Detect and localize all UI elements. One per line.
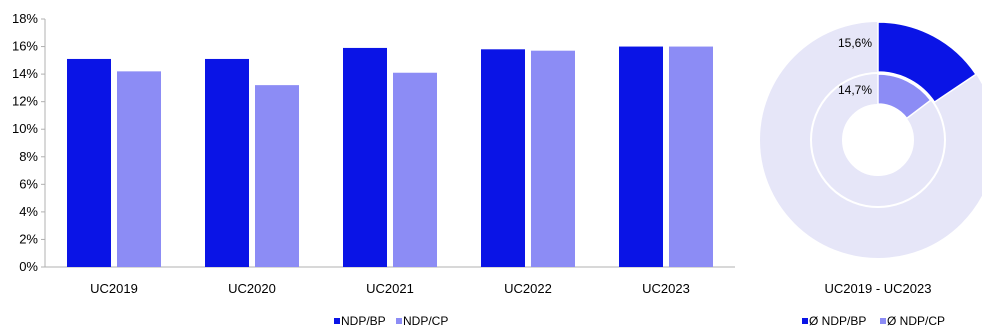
- legend-label-cp: NDP/CP: [403, 314, 448, 328]
- bar-bp: [619, 46, 663, 267]
- y-tick-label: 18%: [12, 11, 38, 26]
- legend-swatch-avg-cp: [880, 318, 886, 324]
- y-axis-ticks: 0% 2% 4% 6% 8% 10% 12% 14% 16% 18%: [12, 11, 45, 274]
- bar-chart: 0%2%4%6%8%10%12%14%16%18% UC2019 UC2020 UC…: [12, 11, 735, 296]
- y-tick-label: 2%: [19, 231, 38, 246]
- bar-cp: [531, 50, 575, 267]
- y-tick-label: 10%: [12, 121, 38, 136]
- y-tick-label: 6%: [19, 176, 38, 191]
- bar-legend: NDP/BP NDP/CP: [334, 314, 448, 328]
- x-axis-categories: UC2019 UC2020 UC2021 UC2022 UC2023: [90, 281, 690, 296]
- x-category-label: UC2022: [504, 281, 552, 296]
- bar-cp: [669, 46, 713, 267]
- legend-label-bp: NDP/BP: [341, 314, 386, 328]
- legend-swatch-avg-bp: [802, 318, 808, 324]
- donut-slice-avg-bp: [877, 21, 978, 104]
- y-tick-label: 8%: [19, 149, 38, 164]
- donut-chart: 15,6% 14,7%: [760, 21, 982, 258]
- x-category-label: UC2020: [228, 281, 276, 296]
- x-category-label: UC2023: [642, 281, 690, 296]
- legend-label-avg-cp: Ø NDP/CP: [887, 314, 945, 328]
- y-tick-label: 0%: [19, 259, 38, 274]
- x-category-label: UC2019: [90, 281, 138, 296]
- legend-label-avg-bp: Ø NDP/BP: [809, 314, 866, 328]
- bar-bp: [67, 58, 111, 268]
- donut-legend: Ø NDP/BP Ø NDP/CP: [802, 314, 945, 328]
- y-tick-label: 16%: [12, 39, 38, 54]
- y-tick-label: 4%: [19, 204, 38, 219]
- y-tick-label: 14%: [12, 66, 38, 81]
- bar-cp: [393, 72, 437, 267]
- donut-ring-separator: [810, 72, 946, 208]
- bar-cp: [117, 71, 161, 267]
- bars: [67, 46, 713, 268]
- donut-xlabel: UC2019 - UC2023: [825, 281, 932, 296]
- bar-bp: [343, 47, 387, 267]
- y-tick-label: 12%: [12, 94, 38, 109]
- donut-label-avg-bp: 15,6%: [838, 36, 872, 50]
- bar-bp: [481, 49, 525, 267]
- bar-bp: [205, 58, 249, 268]
- legend-swatch-cp: [396, 318, 402, 324]
- x-category-label: UC2021: [366, 281, 414, 296]
- legend-swatch-bp: [334, 318, 340, 324]
- donut-label-avg-cp: 14,7%: [838, 83, 872, 97]
- donut-slice-avg-cp: [877, 73, 932, 120]
- bar-cp: [255, 85, 299, 267]
